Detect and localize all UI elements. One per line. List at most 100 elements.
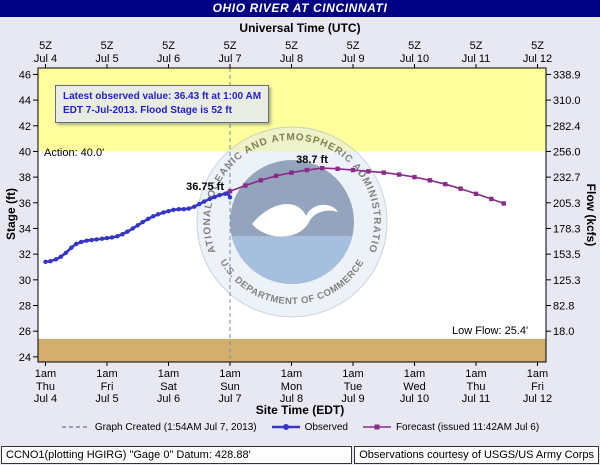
utc-date-label: Jul 10 <box>400 53 429 65</box>
forecast-line-icon <box>362 424 391 430</box>
footer-bar: CCNO1(plotting HGIRG) "Gage 0" Datum: 42… <box>1 446 599 464</box>
site-date-label: Jul 6 <box>157 393 180 405</box>
title-bar: OHIO RIVER AT CINCINNATI <box>0 0 600 17</box>
forecast-peak-label: 38.7 ft <box>296 154 328 166</box>
stage-tick-label: 38 <box>19 172 31 184</box>
stage-tick-label: 40 <box>19 146 31 158</box>
forecast-point <box>366 169 371 174</box>
site-tick-label: 1am <box>96 368 117 380</box>
site-date-label: Jul 12 <box>523 393 552 405</box>
observed-point <box>58 254 64 259</box>
forecast-point <box>320 165 325 171</box>
observed-point <box>120 232 125 237</box>
site-weekday-label: Fri <box>531 381 544 393</box>
forecast-point <box>273 173 279 179</box>
stage-tick-label: 26 <box>19 326 31 338</box>
plot-border <box>37 67 547 363</box>
site-date-label: Jul 5 <box>95 393 118 405</box>
observed-last-value-label: 36.75 ft <box>186 181 224 193</box>
observed-point <box>109 235 115 240</box>
forecast-point <box>304 167 310 173</box>
forecast-point <box>427 178 433 183</box>
flow-tick-label: 256.0 <box>553 146 581 158</box>
forecast-point <box>458 186 463 191</box>
site-date-label: Jul 4 <box>34 393 57 405</box>
site-time-axis-title: Site Time (EDT) <box>255 403 345 417</box>
site-weekday-label: Thu <box>36 381 55 393</box>
legend-graph-created-label: Graph Created (1:54AM Jul 7, 2013) <box>94 421 257 433</box>
forecast-point <box>473 191 479 197</box>
station-info-footer: CCNO1(plotting HGIRG) "Gage 0" Datum: 42… <box>1 446 353 464</box>
info-line-2: EDT 7-Jul-2013. Flood Stage is 52 ft <box>63 105 232 116</box>
observed-point <box>197 201 202 207</box>
utc-tick-label: 5Z <box>285 40 298 52</box>
flow-tick-label: 310.0 <box>553 95 581 107</box>
observed-line-icon <box>271 424 300 430</box>
forecast-point <box>443 181 448 187</box>
forecast-point <box>243 183 248 188</box>
flow-tick-label: 205.3 <box>553 198 581 210</box>
site-date-label: Jul 7 <box>218 393 241 405</box>
stage-tick-label: 44 <box>19 95 31 107</box>
utc-tick-label: 5Z <box>162 40 175 52</box>
forecast-point <box>227 189 233 194</box>
stage-tick-label: 28 <box>19 301 31 313</box>
site-date-label: Jul 11 <box>462 393 491 405</box>
flow-tick-label: 338.9 <box>553 69 581 81</box>
observed-point <box>115 233 120 239</box>
observed-point <box>217 192 222 198</box>
observed-point <box>130 226 136 231</box>
forecast-markers <box>227 165 506 206</box>
site-weekday-label: Sun <box>220 381 240 393</box>
observed-point <box>146 216 151 222</box>
site-tick-label: 1am <box>404 368 425 380</box>
forecast-point <box>258 178 263 183</box>
low-flow-label: Low Flow: 25.4' <box>452 325 528 337</box>
forecast-point <box>412 174 417 180</box>
utc-date-label: Jul 12 <box>523 53 552 65</box>
stage-tick-label: 32 <box>19 249 31 261</box>
flow-tick-label: 178.3 <box>553 223 581 235</box>
observed-point <box>192 204 197 209</box>
observed-point <box>161 210 166 215</box>
graph-created-line-icon <box>61 426 90 428</box>
observed-point <box>94 237 99 242</box>
observed-point <box>207 196 212 202</box>
site-tick-label: 1am <box>219 368 240 380</box>
observed-point <box>74 241 79 247</box>
utc-tick-label: 5Z <box>101 40 114 52</box>
forecast-point <box>335 166 340 171</box>
legend-item-graph-created: Graph Created (1:54AM Jul 7, 2013) <box>61 421 257 433</box>
observed-point <box>135 223 140 228</box>
observed-point <box>176 207 182 212</box>
forecast-point <box>350 167 356 173</box>
legend-item-observed: Observed <box>271 421 348 433</box>
observed-point <box>186 206 191 211</box>
station-title: OHIO RIVER AT CINCINNATI <box>212 1 388 15</box>
stage-tick-label: 36 <box>19 198 31 210</box>
flow-tick-label: 282.4 <box>553 121 581 133</box>
chart-annotations: Action: 40.0' Low Flow: 25.4' 36.75 ft 3… <box>44 147 528 337</box>
flow-axis-title: Flow (kcfs) <box>584 183 598 247</box>
utc-date-label: Jul 5 <box>95 53 118 65</box>
observed-point <box>181 207 187 212</box>
observed-point <box>155 212 161 217</box>
action-stage-label: Action: 40.0' <box>44 147 104 159</box>
legend-item-forecast: Forecast (issued 11:42AM Jul 6) <box>362 421 539 433</box>
credits-footer: Observations courtesy of USGS/US Army Co… <box>354 446 599 464</box>
observed-point <box>99 236 105 241</box>
plot-frame <box>37 67 547 363</box>
observed-markers <box>43 190 233 265</box>
forecast-point <box>381 170 386 175</box>
utc-date-label: Jul 11 <box>462 53 491 65</box>
utc-date-label: Jul 8 <box>280 53 303 65</box>
site-weekday-label: Tue <box>344 381 363 393</box>
site-tick-label: 1am <box>158 368 179 380</box>
stage-tick-label: 42 <box>19 121 31 133</box>
observed-point <box>201 199 207 204</box>
site-weekday-label: Fri <box>101 381 114 393</box>
observed-point <box>84 238 89 243</box>
stage-tick-label: 34 <box>19 223 31 235</box>
low-flow-band <box>38 338 546 362</box>
